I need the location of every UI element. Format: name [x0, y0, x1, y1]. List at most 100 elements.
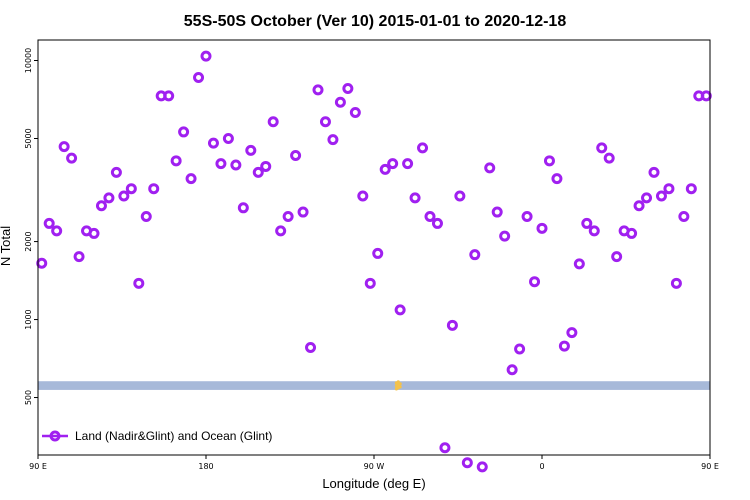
data-point	[588, 225, 600, 237]
data-point	[312, 84, 324, 96]
data-point	[499, 230, 511, 242]
data-point	[51, 225, 63, 237]
x-tick-label: 90 E	[29, 462, 47, 471]
data-point	[170, 155, 182, 167]
data-point	[424, 210, 436, 222]
data-point	[43, 217, 55, 229]
data-point	[282, 210, 294, 222]
y-tick-label: 1000	[24, 309, 33, 329]
y-tick-label: 500	[24, 390, 33, 405]
overlay-cluster-dot	[396, 380, 400, 384]
data-point	[349, 106, 361, 118]
x-axis-label: Longitude (deg E)	[322, 476, 425, 491]
data-point	[88, 227, 100, 239]
data-point	[267, 116, 279, 128]
data-point	[655, 190, 667, 202]
data-point	[178, 126, 190, 138]
data-point	[469, 249, 481, 261]
data-point	[611, 251, 623, 263]
data-point	[633, 200, 645, 212]
data-point	[73, 251, 85, 263]
data-point	[641, 192, 653, 204]
overlay-layer	[38, 380, 710, 391]
legend-marker-swatch	[49, 430, 61, 442]
data-point	[372, 247, 384, 259]
data-point	[551, 173, 563, 185]
data-point	[357, 190, 369, 202]
x-axis: 90 E 180 90 W 0 90 E	[29, 455, 719, 471]
data-point	[648, 166, 660, 178]
data-point	[484, 162, 496, 174]
data-point	[394, 304, 406, 316]
data-point	[118, 190, 130, 202]
data-point	[678, 210, 690, 222]
data-point	[626, 227, 638, 239]
x-tick-label: 180	[198, 462, 213, 471]
data-point	[476, 461, 488, 473]
data-point	[275, 225, 287, 237]
data-point	[140, 210, 152, 222]
data-point	[327, 134, 339, 146]
data-point	[297, 206, 309, 218]
data-point	[596, 142, 608, 154]
data-point	[36, 257, 48, 269]
data-point	[454, 190, 466, 202]
y-axis: 500 1000 2000 5000 10000	[24, 48, 38, 405]
data-point	[200, 50, 212, 62]
data-point	[222, 132, 234, 144]
data-point	[536, 222, 548, 234]
data-point	[230, 159, 242, 171]
data-point	[319, 116, 331, 128]
data-point	[334, 96, 346, 108]
plot-frame	[37, 39, 711, 456]
data-point	[364, 277, 376, 289]
data-point	[245, 144, 257, 156]
data-point	[581, 217, 593, 229]
data-point	[215, 158, 227, 170]
data-point	[431, 217, 443, 229]
data-point	[110, 166, 122, 178]
overlay-band	[38, 381, 710, 390]
points-layer	[36, 50, 712, 473]
data-point	[461, 457, 473, 469]
x-tick-label: 0	[539, 462, 544, 471]
data-point	[260, 160, 272, 172]
data-point	[58, 141, 70, 153]
data-point	[529, 276, 541, 288]
data-point	[521, 210, 533, 222]
data-point	[670, 277, 682, 289]
legend: Land (Nadir&Glint) and Ocean (Glint)	[42, 429, 272, 443]
data-point	[103, 192, 115, 204]
data-point	[379, 163, 391, 175]
data-point	[543, 155, 555, 167]
data-point	[603, 152, 615, 164]
data-point	[342, 82, 354, 94]
data-point	[290, 149, 302, 161]
overlay-cluster-dot	[398, 385, 402, 389]
chart-title: 55S-50S October (Ver 10) 2015-01-01 to 2…	[184, 13, 567, 30]
overlay-cluster-dot	[398, 382, 402, 386]
data-point	[125, 183, 137, 195]
y-tick-label: 10000	[24, 48, 33, 73]
y-tick-label: 5000	[24, 128, 33, 148]
data-point	[446, 319, 458, 331]
data-point	[417, 142, 429, 154]
data-point	[514, 343, 526, 355]
data-point	[185, 173, 197, 185]
y-axis-label: N Total	[0, 226, 13, 266]
data-point	[193, 71, 205, 83]
data-point	[207, 137, 219, 149]
x-tick-label: 90 E	[701, 462, 719, 471]
data-point	[558, 340, 570, 352]
data-point	[402, 158, 414, 170]
x-tick-label: 90 W	[364, 462, 385, 471]
y-tick-label: 2000	[24, 231, 33, 251]
data-point	[148, 183, 160, 195]
data-point	[163, 90, 175, 102]
data-point	[663, 183, 675, 195]
data-point	[305, 342, 317, 354]
data-point	[409, 192, 421, 204]
data-point	[700, 90, 712, 102]
data-point	[573, 258, 585, 270]
data-point	[491, 206, 503, 218]
